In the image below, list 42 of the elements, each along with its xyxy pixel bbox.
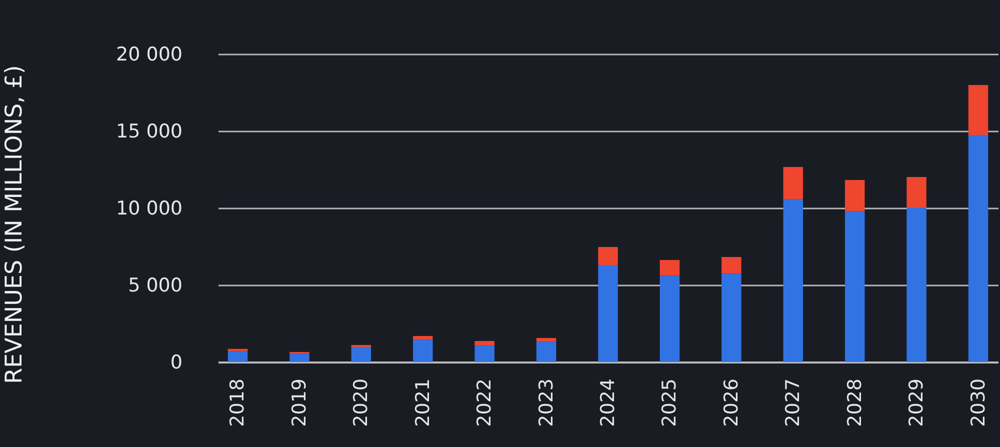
bar [968, 84, 988, 136]
y-tick-label: 15 000 [116, 120, 182, 142]
x-tick-label: 2018 [226, 378, 249, 427]
bar [228, 351, 248, 362]
x-tick-label: 2020 [350, 378, 372, 427]
x-tick-label: 2029 [906, 378, 928, 427]
x-tick-label: 2027 [782, 378, 804, 427]
y-tick-label: 10 000 [116, 198, 182, 220]
bar [783, 167, 803, 200]
bar [598, 264, 618, 362]
x-tick-label: 2023 [535, 378, 558, 427]
bar [413, 336, 433, 340]
y-tick-label: 20 000 [116, 44, 182, 66]
bar [660, 260, 680, 276]
x-tick-label: 2025 [658, 378, 681, 427]
bar [413, 340, 433, 362]
bar [783, 199, 803, 362]
bar [290, 354, 310, 362]
bar [536, 338, 556, 342]
y-tick-label: 0 [170, 352, 182, 374]
x-tick-label: 2026 [720, 378, 742, 427]
x-tick-label: 2021 [412, 378, 434, 427]
x-tick-label: 2024 [597, 378, 619, 427]
bar [968, 135, 988, 362]
bar [351, 347, 372, 362]
bar [598, 246, 618, 265]
bar [722, 274, 742, 362]
bar [844, 211, 865, 362]
bar [844, 180, 865, 212]
bar [906, 208, 926, 362]
y-tick-label: 5 000 [128, 274, 182, 296]
x-tick-label: 2022 [474, 378, 496, 427]
bar [722, 256, 742, 274]
bar [474, 341, 494, 346]
x-tick-label: 2030 [967, 378, 990, 427]
x-tick-label: 2028 [844, 378, 866, 427]
bar [474, 345, 494, 362]
bar [660, 276, 680, 362]
bar [536, 342, 556, 362]
y-axis-title: REVENUES (IN MILLIONS, £) [2, 65, 28, 384]
x-tick-label: 2019 [288, 378, 310, 427]
bar [906, 177, 926, 208]
